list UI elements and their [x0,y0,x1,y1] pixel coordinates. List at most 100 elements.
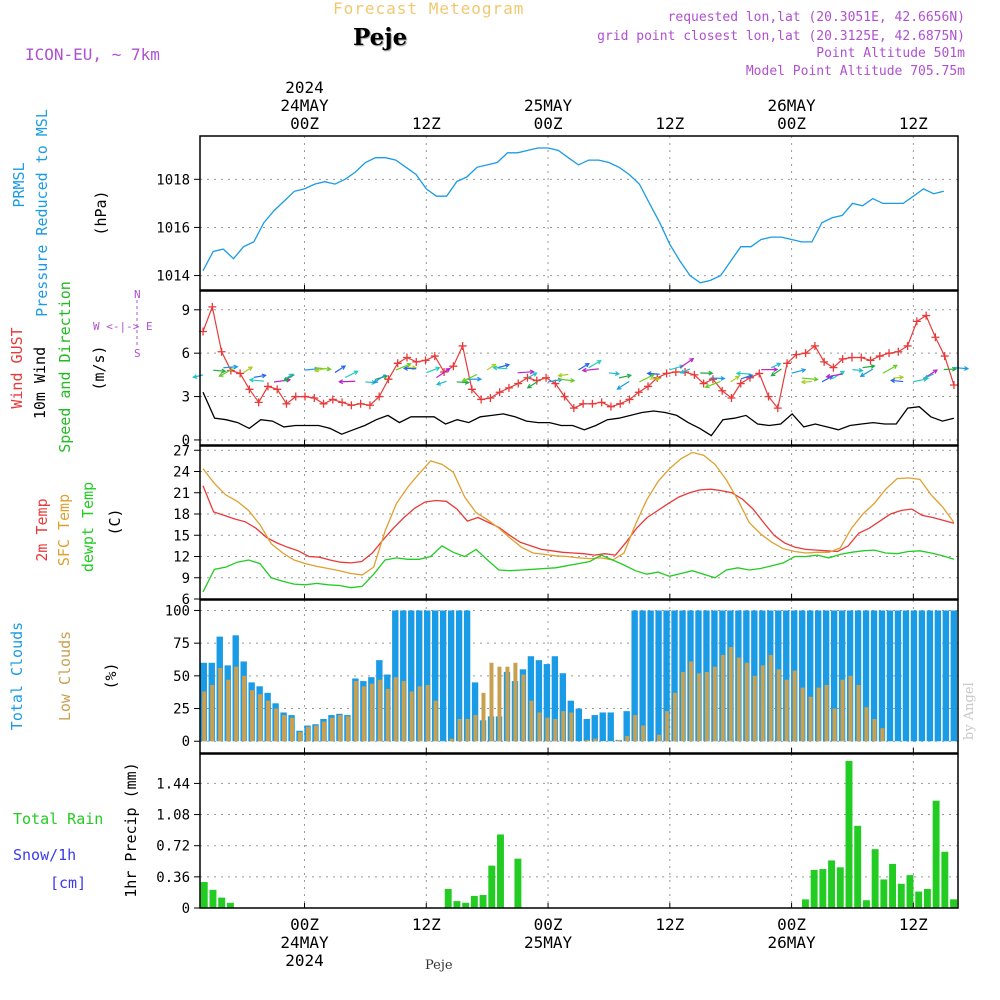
rain-bar [845,760,853,908]
gust-marker [708,375,717,384]
wind-arrow-head [773,367,779,372]
total-cloud-bar [894,610,902,742]
gust-marker [495,388,504,397]
wind-direction-arrow [826,373,843,378]
pressure-label-short: PRMSL [10,162,28,207]
rain-bar [444,888,452,908]
y-tick-label: 24 [173,465,190,481]
wind-arrow-head [313,367,320,373]
wind-direction-arrow [582,368,599,372]
total-cloud-bar [854,610,862,742]
low-cloud-bar [784,679,789,742]
low-cloud-bar [641,725,646,742]
gust-marker [579,399,588,408]
wind-arrow-head [655,376,661,382]
gust-marker [783,359,792,368]
panel-frame [199,445,959,600]
wind-arrow-head [679,369,685,374]
low-cloud-bar [593,738,598,742]
grid-layer [200,136,958,909]
low-cloud-bar [553,719,558,742]
wind-arrow-head [445,367,451,373]
wind-arrow-head [870,364,876,369]
low-cloud-bar [274,708,279,742]
total-cloud-bar [799,610,806,742]
total-cloud-bar [583,719,590,742]
clouds-unit: (%) [102,662,120,689]
low-cloud-bar [704,671,709,742]
wind-arrow-head [581,367,587,373]
low-cloud-bar [305,726,310,742]
low-cloud-bar [776,669,781,742]
low-cloud-bar [218,668,223,742]
compass-s: S [134,347,141,360]
wind-arrow-head [704,383,710,389]
wind-direction-arrow [588,360,602,369]
low-cloud-bar [696,673,701,742]
low-cloud-bar [665,711,670,742]
low-cloud-bar [792,670,797,742]
low-cloud-bar [545,717,550,742]
wind-arrow-head [233,364,239,370]
wind-direction-arrow [436,380,447,386]
gust-marker [875,352,884,361]
gust-marker [532,376,541,385]
wind-arrow-head [221,368,227,374]
wind-direction-arrow [892,376,904,379]
total-cloud-bar [655,610,662,742]
gust-label: Wind GUST [8,327,26,408]
low-cloud-bar [282,715,287,742]
wind-direction-arrow [730,375,740,383]
time-label-top: 26MAY [767,96,816,115]
low-cloud-bar [832,708,837,742]
wind-direction-arrow [771,362,781,369]
low-cloud-bar [297,732,302,742]
gust-marker [236,369,245,378]
y-tick-label: 1014 [156,269,190,285]
wind-direction-arrow [314,368,325,372]
wind-direction-arrow [497,364,510,369]
total-cloud-bar [431,610,439,742]
total-cloud-bar [910,610,918,742]
y-tick-label: 27 [173,443,190,459]
gust-marker [838,354,847,363]
compass-n: N [134,288,141,301]
gust-marker [504,383,513,392]
total-cloud-bar [447,610,455,742]
wind-direction-arrow [647,372,660,375]
low-cloud-bar [537,712,542,742]
gust-marker [338,398,347,407]
gridpoint-coords: grid point closest lon,lat (20.3125E, 42… [597,29,965,44]
wind-arrow-head [248,377,254,383]
wind-direction-arrow [608,372,619,375]
wind-direction-arrow [558,378,575,382]
gust-marker [291,392,300,401]
gust-marker [542,373,551,382]
gust-marker [514,379,523,388]
gust-marker [931,333,940,342]
wind-direction-arrow [771,368,782,377]
total-cloud-bar [471,682,479,742]
wind-direction-arrow [527,380,539,389]
compass-we: W <-|-> E [93,320,153,333]
wind-arrow-head [708,370,714,376]
total-cloud-bar [623,711,630,742]
gust-marker [477,395,486,404]
low-cloud-bar [242,675,247,742]
gust-marker [273,385,282,394]
gust-marker [940,352,949,361]
total-cloud-bar [535,660,543,742]
total-cloud-bar [599,712,606,742]
rain-bar [828,860,836,908]
gust-marker [412,357,421,366]
low-cloud-bar [489,662,494,742]
t2m-label: 2m Temp [33,498,51,561]
wind-arrow-head [951,366,958,372]
snow-label: Snow/1h [13,846,76,864]
total-cloud-bar [878,610,886,742]
low-cloud-bar [529,700,534,742]
time-label-top: 00Z [777,114,806,133]
gust-marker [486,394,495,403]
wind-arrow-head [192,374,198,379]
